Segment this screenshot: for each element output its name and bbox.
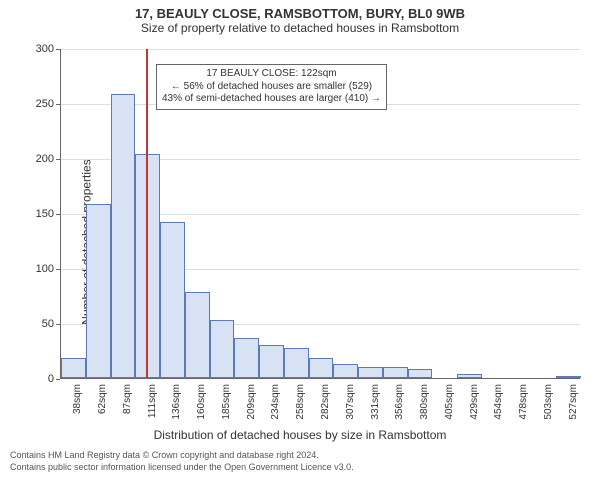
footer-line-2: Contains public sector information licen… [10,462,590,474]
annotation-line: 17 BEAULY CLOSE: 122sqm [162,68,381,81]
x-tick-label: 209sqm [246,384,257,434]
x-tick-label: 503sqm [543,384,554,434]
x-tick-label: 527sqm [568,384,579,434]
y-tick-label: 100 [0,263,54,275]
histogram-bar [309,358,334,378]
x-tick-label: 136sqm [171,384,182,434]
x-tick-label: 87sqm [122,384,133,434]
y-tick-mark [56,324,60,325]
chart-subtitle: Size of property relative to detached ho… [0,21,600,35]
annotation-line: ← 56% of detached houses are smaller (52… [162,81,381,94]
y-tick-label: 200 [0,153,54,165]
histogram-bar [556,376,581,378]
histogram-bar [234,338,259,378]
x-tick-label: 38sqm [72,384,83,434]
x-tick-label: 454sqm [493,384,504,434]
annotation-line: 43% of semi-detached houses are larger (… [162,93,381,106]
histogram-bar [333,364,358,378]
x-tick-label: 62sqm [97,384,108,434]
histogram-bar [61,358,86,378]
reference-line [146,49,148,378]
histogram-bar [259,345,284,378]
y-tick-mark [56,214,60,215]
plot-area: 17 BEAULY CLOSE: 122sqm← 56% of detached… [60,49,580,379]
histogram-bar [284,348,309,378]
x-tick-label: 234sqm [270,384,281,434]
x-tick-label: 258sqm [295,384,306,434]
footer: Contains HM Land Registry data © Crown c… [0,444,600,477]
histogram-bar [160,222,185,378]
x-tick-label: 160sqm [196,384,207,434]
annotation-box: 17 BEAULY CLOSE: 122sqm← 56% of detached… [156,64,387,110]
x-tick-label: 282sqm [320,384,331,434]
y-tick-label: 250 [0,98,54,110]
grid-line [61,49,580,50]
y-tick-label: 300 [0,43,54,55]
y-tick-mark [56,379,60,380]
chart-container: Number of detached properties 17 BEAULY … [0,39,600,444]
y-tick-mark [56,159,60,160]
chart-title: 17, BEAULY CLOSE, RAMSBOTTOM, BURY, BL0 … [0,6,600,21]
histogram-bar [185,292,210,378]
y-tick-mark [56,104,60,105]
histogram-bar [358,367,383,378]
x-tick-label: 478sqm [518,384,529,434]
y-tick-label: 0 [0,373,54,385]
histogram-bar [457,374,482,378]
x-tick-label: 356sqm [394,384,405,434]
x-tick-label: 405sqm [444,384,455,434]
y-tick-mark [56,49,60,50]
x-tick-label: 185sqm [221,384,232,434]
x-tick-label: 307sqm [345,384,356,434]
histogram-bar [86,204,111,378]
histogram-bar [408,369,433,378]
footer-line-1: Contains HM Land Registry data © Crown c… [10,450,590,462]
x-tick-label: 111sqm [147,384,158,434]
x-tick-label: 331sqm [370,384,381,434]
y-tick-label: 150 [0,208,54,220]
x-tick-label: 380sqm [419,384,430,434]
histogram-bar [210,320,235,378]
y-tick-label: 50 [0,318,54,330]
y-tick-mark [56,269,60,270]
histogram-bar [383,367,408,378]
x-tick-label: 429sqm [469,384,480,434]
histogram-bar [111,94,136,378]
